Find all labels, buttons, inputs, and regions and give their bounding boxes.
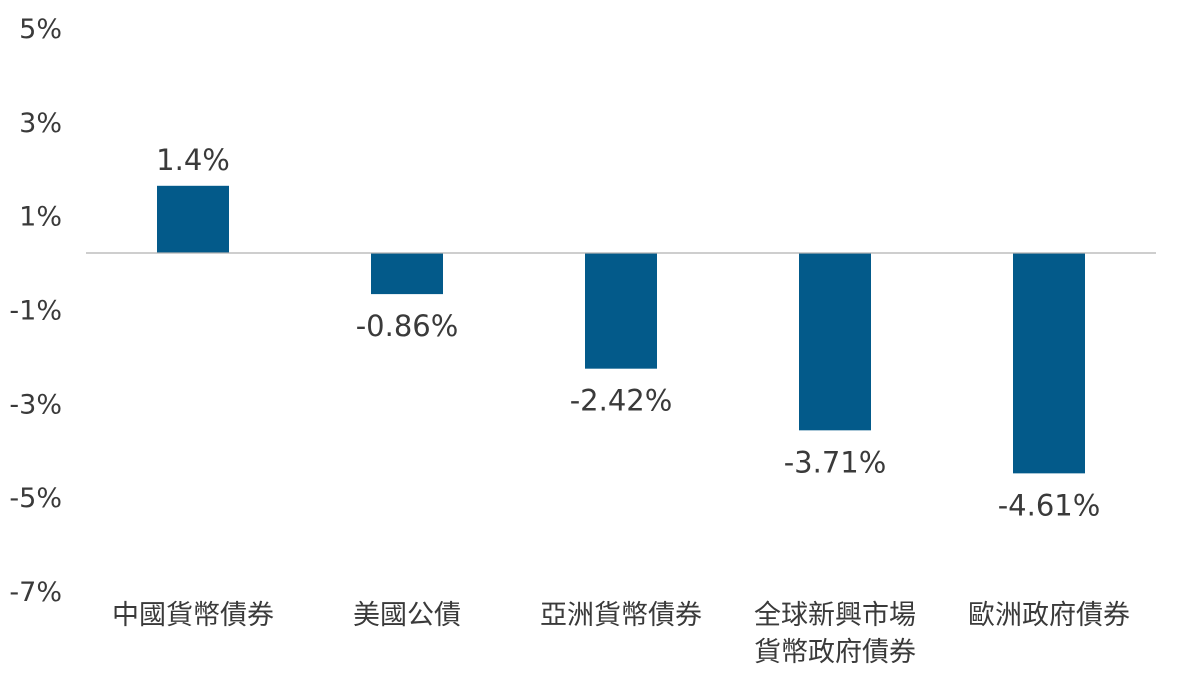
x-category-label: 亞洲貨幣債券	[540, 600, 702, 631]
y-tick-label: -7%	[9, 577, 62, 608]
bar	[1013, 253, 1085, 474]
x-category-label: 貨幣政府債券	[754, 637, 916, 668]
data-label: -4.61%	[998, 488, 1101, 522]
x-category-label: 美國公債	[353, 600, 461, 631]
x-category-label: 全球新興市場	[754, 600, 916, 631]
y-tick-label: 5%	[19, 14, 62, 45]
data-label: 1.4%	[156, 143, 230, 177]
x-category-label: 中國貨幣債券	[112, 600, 274, 631]
data-label: -3.71%	[784, 445, 887, 479]
y-tick-label: 1%	[19, 202, 62, 233]
data-label: -2.42%	[570, 384, 673, 418]
data-label: -0.86%	[356, 309, 459, 343]
bar	[371, 253, 443, 295]
y-tick-label: -5%	[9, 483, 62, 514]
y-tick-label: 3%	[19, 108, 62, 139]
y-tick-label: -3%	[9, 389, 62, 420]
y-tick-label: -1%	[9, 296, 62, 327]
x-category-label: 歐洲政府債券	[968, 600, 1130, 631]
bar	[799, 253, 871, 431]
bar	[157, 185, 229, 253]
bar	[585, 253, 657, 369]
